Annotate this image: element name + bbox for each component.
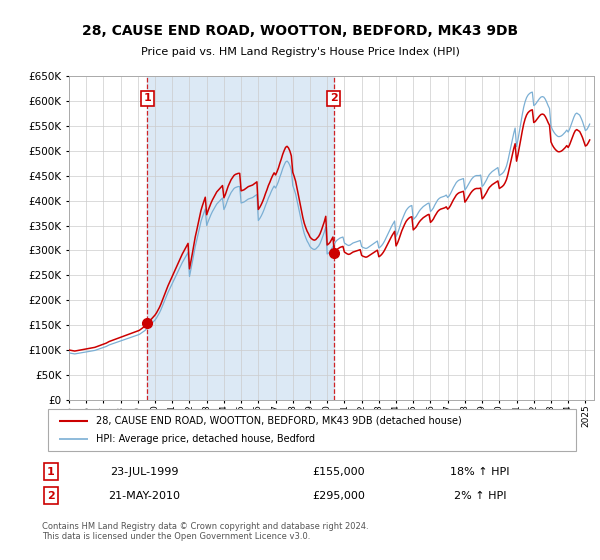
Text: Price paid vs. HM Land Registry's House Price Index (HPI): Price paid vs. HM Land Registry's House … [140,46,460,57]
Text: 2: 2 [47,491,55,501]
FancyBboxPatch shape [48,409,576,451]
Text: 21-MAY-2010: 21-MAY-2010 [108,491,180,501]
Text: 2: 2 [330,94,338,104]
Bar [148,76,334,400]
Text: 2% ↑ HPI: 2% ↑ HPI [454,491,506,501]
Text: 1: 1 [47,466,55,477]
Text: 23-JUL-1999: 23-JUL-1999 [110,466,178,477]
Text: Contains HM Land Registry data © Crown copyright and database right 2024.
This d: Contains HM Land Registry data © Crown c… [42,522,368,542]
Text: HPI: Average price, detached house, Bedford: HPI: Average price, detached house, Bedf… [95,434,314,444]
Text: £295,000: £295,000 [313,491,365,501]
Text: £155,000: £155,000 [313,466,365,477]
Text: 1: 1 [143,94,151,104]
Text: 18% ↑ HPI: 18% ↑ HPI [450,466,510,477]
Text: 28, CAUSE END ROAD, WOOTTON, BEDFORD, MK43 9DB: 28, CAUSE END ROAD, WOOTTON, BEDFORD, MK… [82,24,518,38]
Text: 28, CAUSE END ROAD, WOOTTON, BEDFORD, MK43 9DB (detached house): 28, CAUSE END ROAD, WOOTTON, BEDFORD, MK… [95,416,461,426]
